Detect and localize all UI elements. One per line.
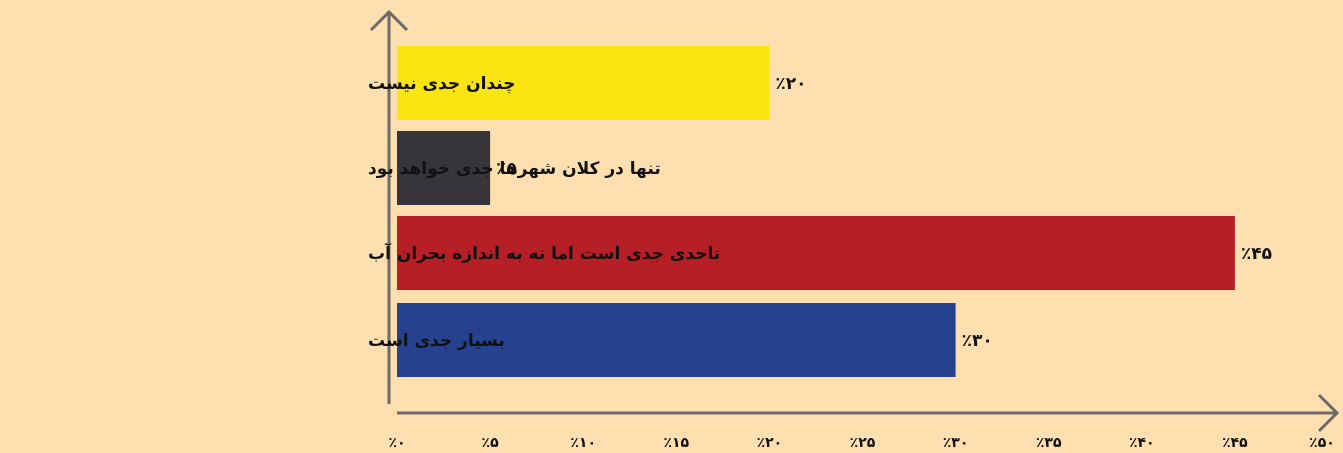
value-label-0: ٪۲۰ <box>775 74 806 94</box>
bar-1 <box>397 131 491 205</box>
bars-group <box>397 46 1235 377</box>
x-tick-label-2: ٪۱۰ <box>570 435 596 451</box>
category-label-1: تنها در کلان شهرها جدی خواهد بود <box>368 159 661 179</box>
x-ticks-group: ٪۰ ٪۵ ٪۱۰ ٪۱۵ ٪۲۰ ٪۲۵ ٪۳۰ ٪۳۵ ٪۴۰ ٪۴۵ ٪۵۰ <box>388 435 1334 451</box>
bar-3 <box>397 303 956 377</box>
x-tick-label-10: ٪۵۰ <box>1309 435 1335 451</box>
x-tick-label-0: ٪۰ <box>388 435 405 451</box>
y-axis-arrow <box>369 9 409 32</box>
x-tick-label-4: ٪۲۰ <box>757 435 783 451</box>
value-label-3: ٪۳۰ <box>962 331 993 351</box>
x-tick-label-1: ٪۵ <box>482 435 500 451</box>
x-axis-arrow <box>1317 393 1340 433</box>
x-tick-label-8: ٪۴۰ <box>1129 435 1155 451</box>
category-label-3: بسیار جدی است <box>368 331 505 351</box>
category-label-0: چندان جدی نیست <box>368 74 515 94</box>
x-tick-label-5: ٪۲۵ <box>850 435 876 451</box>
value-label-2: ٪۴۵ <box>1241 244 1272 264</box>
value-label-1: ٪۵ <box>496 159 517 179</box>
x-tick-label-3: ٪۱۵ <box>663 435 689 451</box>
category-label-2: تاحدی جدی است اما نه به اندازه بحران آب <box>368 242 720 264</box>
x-tick-label-6: ٪۳۰ <box>943 435 969 451</box>
axes <box>369 9 1340 433</box>
x-tick-label-7: ٪۳۵ <box>1036 435 1062 451</box>
x-tick-label-9: ٪۴۵ <box>1222 435 1248 451</box>
bar-0 <box>397 46 770 120</box>
bar-2 <box>397 216 1235 290</box>
labels-group: چندان جدی نیست ٪۲۰ تنها در کلان شهرها جدی … <box>368 74 1272 351</box>
